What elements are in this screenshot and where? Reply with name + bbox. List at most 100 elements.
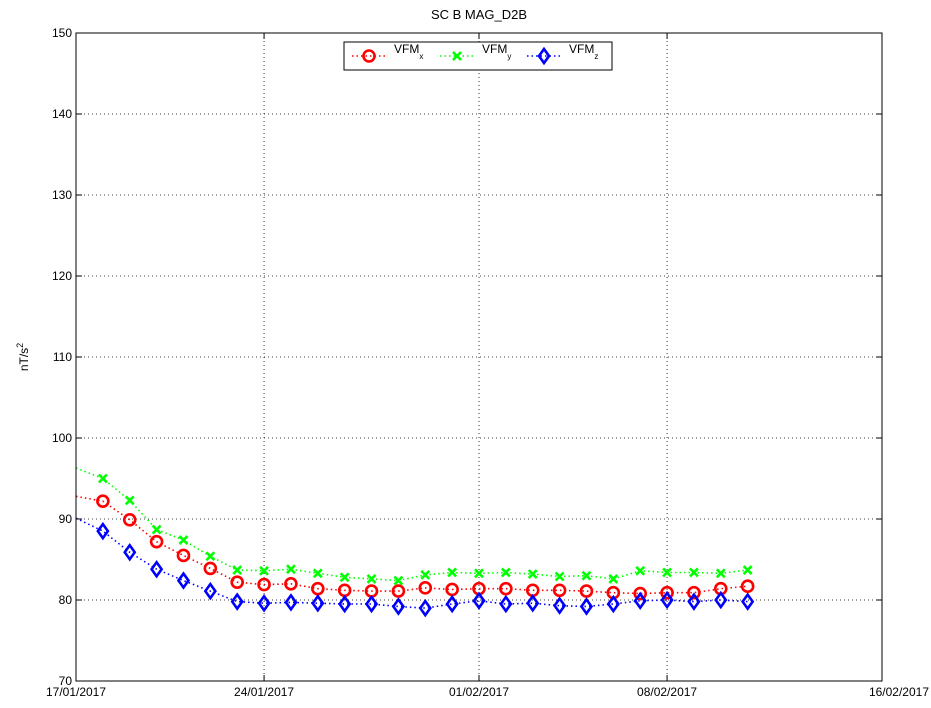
data-point-z (96, 521, 110, 541)
data-point-x (96, 494, 110, 508)
data-point-y (151, 524, 162, 535)
data-point-x (149, 534, 164, 549)
data-point-y (205, 551, 216, 562)
data-point-y (715, 568, 726, 579)
data-point-x (687, 585, 701, 600)
data-point-z (606, 594, 620, 614)
data-point-z (472, 591, 486, 611)
data-point-y (178, 535, 189, 545)
data-point-y (286, 564, 296, 575)
legend-marker-z (537, 46, 551, 66)
data-point-x (740, 579, 755, 594)
data-point-y (474, 568, 484, 579)
x-tick-label: 24/01/2017 (234, 685, 294, 699)
data-point-z (445, 594, 459, 614)
data-point-y (689, 567, 699, 578)
data-point-y (554, 571, 565, 582)
legend-label-sub: z (594, 52, 598, 61)
data-point-z (257, 594, 271, 613)
legend-marker-x (362, 49, 376, 63)
data-point-y (366, 574, 377, 584)
data-point-y (124, 495, 135, 506)
y-axis-label: nT/s2 (15, 343, 31, 371)
legend-marker-y (452, 51, 462, 61)
data-point-x (230, 575, 244, 589)
data-point-z (150, 559, 164, 579)
legend-label-base: VFM (569, 42, 594, 56)
data-point-y (339, 572, 350, 583)
y-axis: 70 80 90 100 110 120 130 140 150 (52, 26, 882, 688)
y-tick-label: 120 (52, 269, 72, 283)
legend-box (343, 41, 613, 71)
data-point-y (232, 565, 243, 575)
series-line-x (75, 495, 748, 595)
data-point-y (742, 565, 753, 575)
x-tick-label: 16/02/2017 (869, 685, 929, 699)
data-point-y (608, 574, 619, 584)
series-line-z (75, 517, 748, 609)
data-point-z (364, 594, 379, 614)
data-point-z (714, 590, 728, 610)
data-point-x (552, 583, 567, 598)
y-axis-label-base: nT/s (17, 348, 31, 371)
data-point-x (418, 581, 433, 595)
series-lines (75, 467, 748, 609)
data-point-z (687, 592, 701, 611)
data-point-z (123, 542, 137, 562)
data-point-z (633, 591, 647, 611)
data-point-z (499, 594, 513, 614)
x-tick-label: 08/02/2017 (637, 685, 697, 699)
series-line-y (75, 467, 748, 582)
data-point-x (391, 584, 406, 598)
legend-label-base: VFM (482, 42, 507, 56)
y-tick-label: 70 (59, 674, 73, 688)
series-markers (96, 473, 755, 618)
data-point-z (418, 598, 432, 618)
data-point-y (635, 565, 646, 576)
data-point-x (203, 561, 218, 576)
data-point-z (203, 581, 217, 601)
legend-label-sub: y (507, 52, 511, 61)
data-point-y (420, 569, 431, 580)
legend-label-base: VFM (394, 42, 419, 56)
data-point-x (257, 577, 271, 592)
data-point-y (447, 567, 458, 578)
data-point-x (579, 584, 594, 598)
data-point-x (122, 513, 137, 527)
data-point-z (176, 571, 191, 590)
data-point-y (312, 568, 323, 579)
x-tick-label: 01/02/2017 (449, 685, 509, 699)
data-point-y (662, 567, 672, 578)
data-point-z (284, 593, 298, 612)
data-point-z (660, 590, 674, 610)
data-point-y (527, 569, 538, 579)
data-point-z (526, 594, 540, 613)
data-point-z (391, 597, 405, 616)
y-tick-label: 110 (53, 350, 72, 364)
legend-label-y: VFMy (482, 42, 511, 61)
y-tick-label: 90 (59, 512, 73, 526)
data-point-y (581, 570, 592, 581)
data-point-x (176, 548, 191, 563)
data-point-x (633, 586, 648, 601)
data-point-y (500, 567, 511, 578)
legend-label-x: VFMx (394, 42, 423, 61)
data-point-z (741, 592, 755, 611)
y-axis-label-sup: 2 (15, 343, 25, 348)
data-point-x (284, 576, 298, 591)
data-point-x (499, 581, 513, 596)
y-tick-label: 80 (59, 593, 73, 607)
data-point-z (579, 597, 594, 616)
legend-label-z: VFMz (569, 42, 598, 61)
data-point-z (553, 596, 567, 615)
data-point-z (338, 594, 352, 614)
y-tick-label: 100 (52, 431, 72, 445)
data-point-x (660, 585, 674, 600)
y-tick-label: 130 (52, 188, 72, 202)
data-point-z (311, 594, 325, 613)
data-point-z (230, 592, 244, 611)
y-tick-label: 150 (52, 26, 72, 40)
data-point-y (259, 565, 269, 576)
